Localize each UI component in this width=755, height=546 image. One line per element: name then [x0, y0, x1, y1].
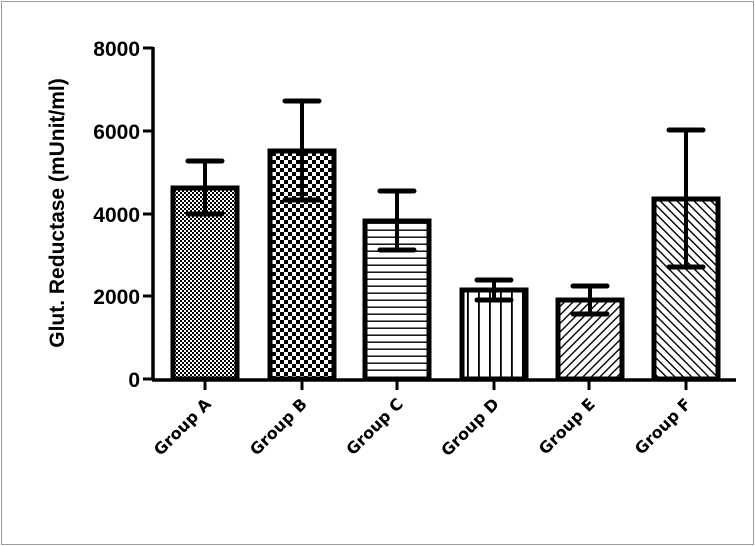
x-label-group-d: Group D: [437, 394, 503, 460]
y-tick-4000: 4000: [93, 204, 140, 227]
x-label-group-e: Group E: [535, 394, 599, 458]
y-tick-0: 0: [128, 369, 140, 392]
y-tick-8000: 8000: [93, 38, 140, 61]
y-tick-2000: 2000: [93, 286, 140, 309]
y-tick-6000: 6000: [93, 121, 140, 144]
bar-group-d: [459, 277, 529, 382]
x-label-group-f: Group F: [631, 394, 695, 458]
y-axis-title: Glut. Reductase (mUnit/ml): [46, 78, 69, 348]
x-label-group-c: Group C: [342, 394, 406, 458]
bar-group-e: [555, 283, 625, 382]
x-label-group-a: Group A: [150, 394, 215, 459]
y-axis: 8000 6000 4000 2000 0: [93, 38, 155, 392]
bar-group-a: [170, 158, 240, 382]
bars: [170, 98, 721, 382]
bar-group-c: [362, 188, 432, 382]
bar-group-b: [267, 98, 337, 382]
x-label-group-b: Group B: [246, 394, 311, 459]
bar-group-f: [651, 127, 721, 382]
x-axis: Group A Group B Group C Group D Group E …: [150, 378, 736, 460]
